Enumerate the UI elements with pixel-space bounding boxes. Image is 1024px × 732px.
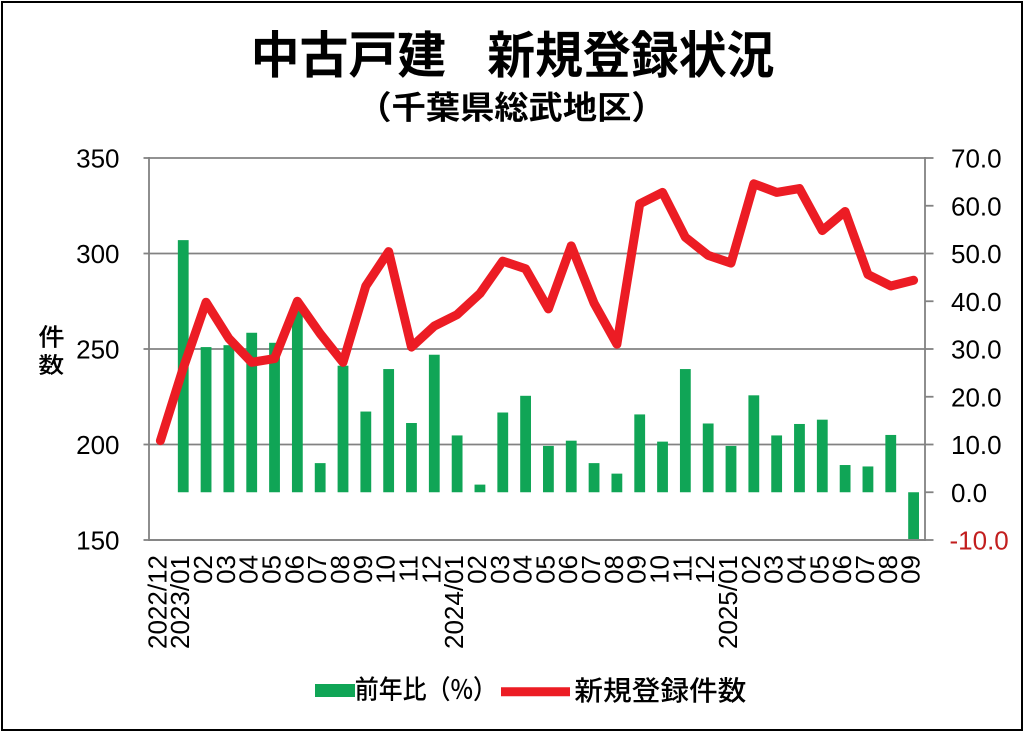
- svg-text:12: 12: [690, 555, 720, 584]
- svg-text:12: 12: [416, 555, 446, 584]
- svg-text:05: 05: [257, 555, 287, 584]
- svg-text:02: 02: [736, 555, 766, 584]
- svg-text:07: 07: [850, 555, 880, 584]
- svg-text:04: 04: [781, 555, 811, 584]
- svg-text:10.0: 10.0: [951, 430, 1002, 460]
- svg-text:07: 07: [302, 555, 332, 584]
- svg-text:70.0: 70.0: [951, 144, 1002, 174]
- svg-text:2023/01: 2023/01: [165, 555, 195, 649]
- svg-text:11: 11: [667, 555, 697, 582]
- svg-text:-10.0: -10.0: [950, 526, 1009, 556]
- svg-text:06: 06: [827, 555, 857, 584]
- svg-text:08: 08: [599, 555, 629, 584]
- svg-text:10: 10: [371, 555, 401, 584]
- svg-text:20.0: 20.0: [951, 382, 1002, 412]
- svg-text:11: 11: [393, 555, 423, 582]
- svg-text:05: 05: [530, 555, 560, 584]
- svg-text:2024/01: 2024/01: [439, 555, 469, 649]
- svg-text:300: 300: [76, 239, 119, 269]
- svg-text:04: 04: [234, 555, 264, 584]
- svg-text:03: 03: [211, 555, 241, 584]
- svg-text:2022/12: 2022/12: [142, 555, 172, 649]
- svg-text:03: 03: [485, 555, 515, 584]
- svg-text:350: 350: [76, 144, 119, 174]
- svg-text:2025/01: 2025/01: [713, 555, 743, 649]
- svg-text:09: 09: [896, 555, 926, 584]
- svg-text:60.0: 60.0: [951, 191, 1002, 221]
- svg-text:200: 200: [76, 430, 119, 460]
- svg-text:09: 09: [622, 555, 652, 584]
- svg-text:05: 05: [804, 555, 834, 584]
- svg-text:08: 08: [873, 555, 903, 584]
- svg-text:50.0: 50.0: [951, 239, 1002, 269]
- svg-text:0.0: 0.0: [951, 478, 987, 508]
- svg-text:02: 02: [462, 555, 492, 584]
- svg-text:02: 02: [188, 555, 218, 584]
- svg-text:40.0: 40.0: [951, 287, 1002, 317]
- svg-text:150: 150: [76, 526, 119, 556]
- svg-text:09: 09: [348, 555, 378, 584]
- svg-text:08: 08: [325, 555, 355, 584]
- svg-text:03: 03: [759, 555, 789, 584]
- svg-text:07: 07: [576, 555, 606, 584]
- svg-text:06: 06: [553, 555, 583, 584]
- svg-text:250: 250: [76, 335, 119, 365]
- svg-text:06: 06: [279, 555, 309, 584]
- svg-text:10: 10: [645, 555, 675, 584]
- svg-text:30.0: 30.0: [951, 335, 1002, 365]
- svg-text:04: 04: [508, 555, 538, 584]
